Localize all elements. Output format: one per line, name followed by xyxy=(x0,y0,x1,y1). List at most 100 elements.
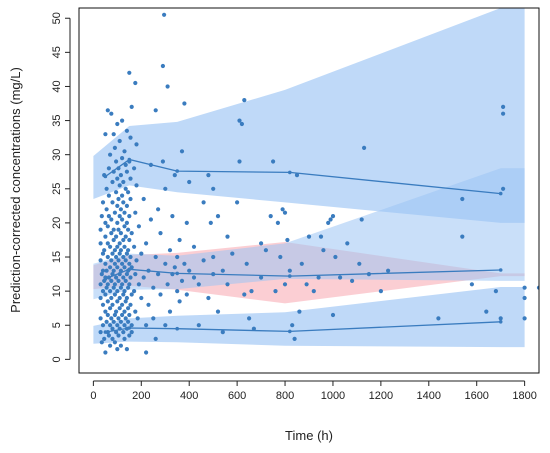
observed-point xyxy=(132,244,137,249)
observed-point xyxy=(235,200,240,205)
observed-point xyxy=(122,224,127,229)
observed-point xyxy=(158,231,163,236)
observed-point xyxy=(105,282,110,287)
observed-point xyxy=(330,312,336,318)
observed-point xyxy=(225,282,230,287)
observed-point xyxy=(121,179,126,185)
observed-point xyxy=(153,254,158,260)
observed-point xyxy=(100,302,106,307)
observed-point xyxy=(184,292,189,297)
observed-point xyxy=(275,220,280,225)
observed-point xyxy=(98,258,103,263)
observed-point xyxy=(108,343,113,348)
observed-point xyxy=(493,289,498,294)
observed-point xyxy=(201,258,206,263)
percentile-marker xyxy=(288,329,292,334)
observed-point xyxy=(104,319,109,324)
observed-point xyxy=(109,111,114,116)
observed-point xyxy=(136,224,141,229)
y-tick-label: 20 xyxy=(51,217,63,229)
x-tick-label: 400 xyxy=(180,390,198,402)
observed-point xyxy=(122,210,127,215)
observed-point xyxy=(128,196,133,202)
observed-point xyxy=(163,186,168,191)
observed-point xyxy=(102,248,107,253)
observed-point xyxy=(259,275,264,280)
observed-point xyxy=(115,203,120,208)
observed-point xyxy=(108,265,113,270)
observed-point xyxy=(282,210,288,215)
observed-point xyxy=(117,138,122,144)
observed-point xyxy=(196,323,201,328)
observed-point xyxy=(239,121,244,127)
observed-point xyxy=(112,292,117,297)
percentile-marker xyxy=(127,326,132,330)
x-tick-label: 1000 xyxy=(321,390,345,402)
observed-point xyxy=(117,295,122,301)
observed-point xyxy=(244,261,249,266)
observed-point xyxy=(109,316,114,321)
x-axis-title: Time (h) xyxy=(285,428,333,443)
observed-point xyxy=(116,278,121,283)
observed-point xyxy=(124,128,129,133)
observed-point xyxy=(115,265,120,270)
observed-point xyxy=(263,248,268,253)
percentile-marker xyxy=(103,277,108,281)
observed-point xyxy=(124,272,129,277)
observed-point xyxy=(211,254,216,260)
observed-point xyxy=(108,289,113,294)
percentile-marker xyxy=(498,191,503,196)
observed-point xyxy=(357,261,362,266)
observed-point xyxy=(123,186,128,191)
observed-point xyxy=(306,234,312,239)
observed-point xyxy=(247,316,252,321)
observed-point xyxy=(316,275,321,280)
observed-point xyxy=(129,104,134,109)
observed-point xyxy=(141,196,146,202)
observed-point xyxy=(179,278,185,283)
observed-point xyxy=(333,254,338,260)
observed-point xyxy=(120,156,125,161)
y-tick-label: 5 xyxy=(51,322,63,328)
x-tick-label: 1800 xyxy=(512,390,536,402)
observed-point xyxy=(106,193,111,198)
observed-point xyxy=(105,241,110,246)
percentile-marker xyxy=(175,326,179,331)
observed-point xyxy=(109,217,114,222)
observed-point xyxy=(122,289,127,294)
observed-point xyxy=(160,159,165,164)
observed-point xyxy=(133,272,138,277)
observed-point xyxy=(498,316,503,321)
observed-point xyxy=(522,295,527,301)
observed-point xyxy=(108,306,113,311)
observed-point xyxy=(163,323,168,328)
percentile-marker xyxy=(175,271,179,276)
prediction-interval-band-1 xyxy=(93,8,525,223)
observed-point xyxy=(117,183,122,188)
observed-point xyxy=(126,190,131,195)
observed-point xyxy=(326,220,331,225)
observed-point xyxy=(153,108,158,113)
observed-point xyxy=(114,254,119,260)
observed-point xyxy=(103,350,108,355)
observed-point xyxy=(121,237,126,243)
observed-point xyxy=(297,309,302,314)
observed-point xyxy=(111,285,116,290)
observed-point xyxy=(146,302,151,307)
observed-point xyxy=(120,302,125,307)
observed-point xyxy=(134,183,139,188)
observed-point xyxy=(102,336,107,341)
x-tick-label: 1600 xyxy=(464,390,488,402)
observed-point xyxy=(123,162,128,167)
observed-point xyxy=(191,275,197,280)
x-tick-label: 800 xyxy=(276,390,294,402)
observed-point xyxy=(129,231,134,236)
observed-point xyxy=(378,289,383,294)
observed-point xyxy=(111,227,116,232)
observed-point xyxy=(522,285,527,290)
observed-point xyxy=(100,323,106,328)
observed-point xyxy=(165,282,170,287)
observed-point xyxy=(259,241,264,246)
observed-point xyxy=(105,254,110,260)
observed-point xyxy=(156,207,161,212)
